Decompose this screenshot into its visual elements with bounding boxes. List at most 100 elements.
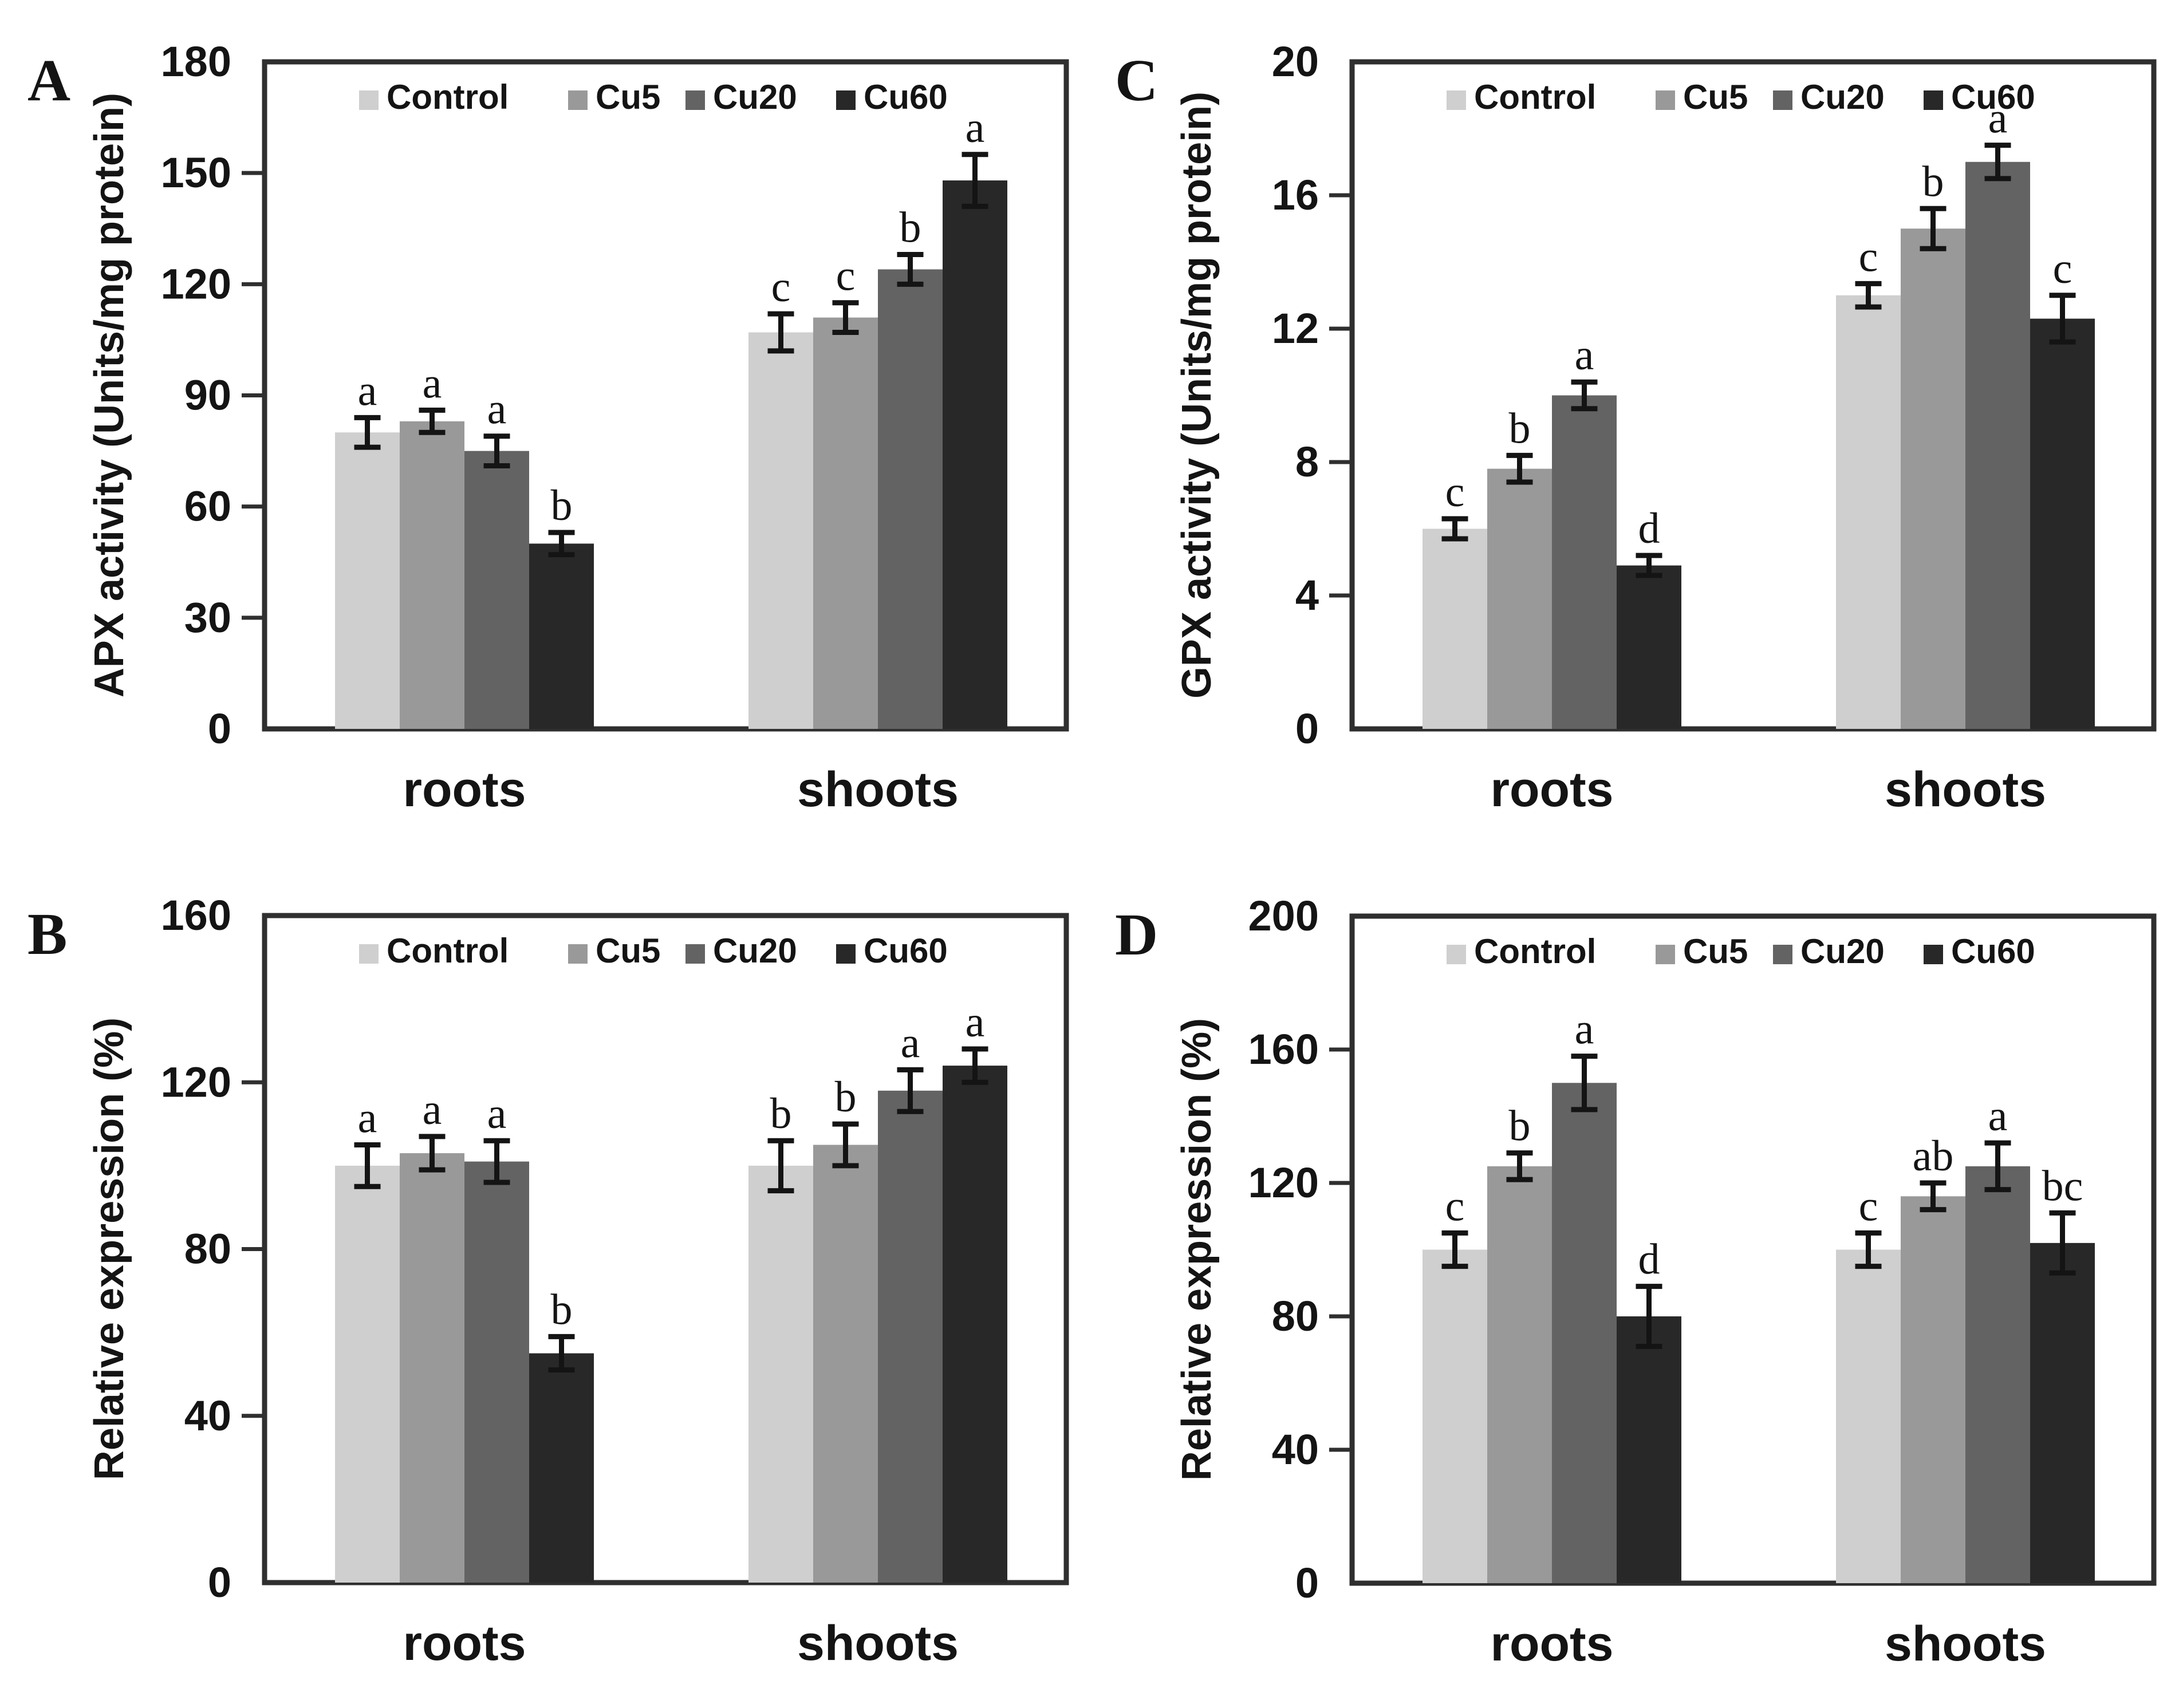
sig-letter-C-roots-Control: c bbox=[1445, 468, 1465, 516]
sig-letter-C-shoots-Cu5: b bbox=[1922, 157, 1944, 206]
sig-letter-D-roots-Cu20: a bbox=[1575, 1005, 1594, 1054]
y-tick-label-B-80: 80 bbox=[184, 1225, 231, 1273]
y-tick-label-C-4: 4 bbox=[1295, 571, 1319, 619]
y-tick-label-C-12: 12 bbox=[1272, 305, 1319, 352]
bar-A-shoots-Cu20 bbox=[878, 269, 943, 729]
y-tick-label-A-30: 30 bbox=[184, 594, 231, 641]
legend-label-C-Cu60: Cu60 bbox=[1951, 78, 2035, 116]
legend-label-C-Control: Control bbox=[1474, 78, 1596, 116]
plot-frame-D bbox=[1349, 913, 2157, 1586]
panel-D-chart: D Relative expression (%) 0 40 80 120 160 200 Co… bbox=[1115, 892, 2157, 1671]
sig-letter-A-roots-Cu20: a bbox=[487, 385, 507, 433]
panel-C-chart: C GPX activity (Units/mg protein) 0 4 8 12 16 2… bbox=[1115, 38, 2157, 817]
y-tick-label-A-150: 150 bbox=[161, 149, 231, 196]
bar-A-roots-Control bbox=[335, 432, 400, 729]
sig-letter-A-roots-Cu60: b bbox=[551, 482, 573, 530]
legend-swatch-A-Control bbox=[359, 90, 379, 110]
bar-C-shoots-Control bbox=[1836, 295, 1901, 729]
panel-A-chart: A APX activity (Units/mg protein) 0 30 60 90 1… bbox=[27, 38, 1069, 817]
bar-A-shoots-Cu5 bbox=[813, 317, 878, 729]
bar-D-shoots-Control bbox=[1836, 1249, 1901, 1583]
bar-C-shoots-Cu60 bbox=[2030, 318, 2095, 729]
y-axis-title-D: Relative expression (%) bbox=[1174, 1018, 1220, 1481]
panel-B: B Relative expression (%) 0 40 80 120 160 Contr… bbox=[0, 854, 1088, 1707]
bar-D-shoots-Cu60 bbox=[2030, 1242, 2095, 1583]
y-tick-label-A-90: 90 bbox=[184, 372, 231, 419]
y-tick-label-A-120: 120 bbox=[161, 260, 231, 307]
sig-letter-A-shoots-Cu5: c bbox=[836, 252, 856, 300]
sig-letter-B-shoots-Control: b bbox=[770, 1090, 792, 1138]
y-tick-label-D-0: 0 bbox=[1295, 1559, 1319, 1607]
legend-swatch-D-Control bbox=[1447, 945, 1466, 964]
bar-D-shoots-Cu20 bbox=[1965, 1166, 2030, 1583]
bar-D-roots-Control bbox=[1423, 1249, 1487, 1583]
bar-D-shoots-Cu5 bbox=[1901, 1196, 1965, 1583]
panel-D: D Relative expression (%) 0 40 80 120 160 200 Co… bbox=[1088, 854, 2175, 1708]
sig-letter-C-shoots-Control: c bbox=[1859, 232, 1878, 281]
sig-letter-B-shoots-Cu20: a bbox=[901, 1019, 920, 1067]
y-tick-label-C-8: 8 bbox=[1295, 438, 1319, 486]
bar-A-shoots-Cu60 bbox=[943, 180, 1007, 729]
sig-letter-C-roots-Cu5: b bbox=[1509, 404, 1531, 452]
bar-B-roots-Cu5 bbox=[400, 1153, 464, 1583]
y-tick-label-C-0: 0 bbox=[1295, 705, 1319, 752]
bar-B-shoots-Cu60 bbox=[943, 1066, 1007, 1583]
legend-label-A-Cu5: Cu5 bbox=[596, 78, 660, 116]
bar-D-roots-Cu20 bbox=[1552, 1083, 1617, 1583]
y-tick-label-D-200: 200 bbox=[1248, 892, 1319, 940]
sig-letter-B-roots-Cu60: b bbox=[551, 1285, 573, 1334]
panel-B-chart: B Relative expression (%) 0 40 80 120 160 Contr… bbox=[27, 892, 1069, 1671]
sig-letter-C-roots-Cu20: a bbox=[1575, 331, 1594, 379]
sig-letter-D-shoots-Cu60: bc bbox=[2042, 1162, 2083, 1210]
sig-letter-A-roots-Control: a bbox=[358, 366, 377, 415]
bar-B-roots-Cu20 bbox=[464, 1161, 529, 1583]
legend-label-B-Cu5: Cu5 bbox=[596, 932, 660, 970]
y-axis-title-A: APX activity (Units/mg protein) bbox=[86, 93, 132, 697]
x-category-label-A-roots: roots bbox=[403, 762, 526, 817]
legend-swatch-B-Control bbox=[359, 944, 379, 964]
y-axis-title-B: Relative expression (%) bbox=[86, 1017, 132, 1480]
legend-swatch-D-Cu60 bbox=[1924, 945, 1943, 964]
sig-letter-B-roots-Cu20: a bbox=[487, 1090, 507, 1138]
sig-letter-B-roots-Control: a bbox=[358, 1094, 377, 1142]
bar-A-roots-Cu5 bbox=[400, 421, 464, 729]
bar-B-shoots-Cu5 bbox=[813, 1145, 878, 1583]
legend-swatch-B-Cu60 bbox=[836, 944, 856, 964]
legend-label-D-Cu5: Cu5 bbox=[1683, 932, 1748, 971]
sig-letter-C-shoots-Cu60: c bbox=[2053, 244, 2072, 293]
bar-A-roots-Cu60 bbox=[529, 543, 594, 729]
panel-letter-C: C bbox=[1115, 48, 1158, 113]
y-tick-label-D-80: 80 bbox=[1272, 1292, 1319, 1340]
x-category-label-C-roots: roots bbox=[1491, 762, 1614, 817]
y-axis-title-C: GPX activity (Units/mg protein) bbox=[1174, 92, 1220, 699]
bar-C-roots-Cu5 bbox=[1487, 468, 1552, 729]
legend-swatch-A-Cu60 bbox=[836, 90, 856, 110]
sig-letter-B-roots-Cu5: a bbox=[423, 1086, 442, 1134]
bar-B-roots-Control bbox=[335, 1165, 400, 1583]
sig-letter-A-shoots-Cu60: a bbox=[966, 104, 985, 152]
bar-A-roots-Cu20 bbox=[464, 451, 529, 729]
y-tick-label-A-180: 180 bbox=[161, 38, 231, 85]
y-tick-label-D-120: 120 bbox=[1248, 1159, 1319, 1206]
plot-frame-A bbox=[262, 59, 1069, 732]
panel-letter-B: B bbox=[27, 901, 67, 967]
sig-letter-D-roots-Cu60: d bbox=[1638, 1236, 1660, 1284]
y-tick-label-C-16: 16 bbox=[1272, 171, 1319, 219]
x-category-label-D-roots: roots bbox=[1491, 1616, 1614, 1671]
panel-letter-D: D bbox=[1115, 902, 1158, 968]
sig-letter-D-roots-Cu5: b bbox=[1509, 1102, 1531, 1150]
sig-letter-D-shoots-Cu20: a bbox=[1988, 1092, 2008, 1140]
legend-swatch-B-Cu5 bbox=[568, 944, 588, 964]
legend-swatch-D-Cu20 bbox=[1773, 945, 1792, 964]
sig-letter-D-shoots-Cu5: ab bbox=[1913, 1132, 1954, 1180]
legend-label-B-Control: Control bbox=[387, 932, 509, 970]
sig-letter-A-roots-Cu5: a bbox=[423, 359, 442, 407]
y-tick-label-D-40: 40 bbox=[1272, 1426, 1319, 1473]
y-tick-label-A-60: 60 bbox=[184, 483, 231, 530]
x-category-label-D-shoots: shoots bbox=[1885, 1616, 2046, 1671]
y-tick-label-A-0: 0 bbox=[208, 705, 231, 752]
legend-label-B-Cu60: Cu60 bbox=[864, 932, 948, 970]
x-category-label-B-shoots: shoots bbox=[797, 1616, 959, 1671]
legend-label-D-Control: Control bbox=[1474, 932, 1596, 971]
legend-label-B-Cu20: Cu20 bbox=[713, 932, 797, 970]
